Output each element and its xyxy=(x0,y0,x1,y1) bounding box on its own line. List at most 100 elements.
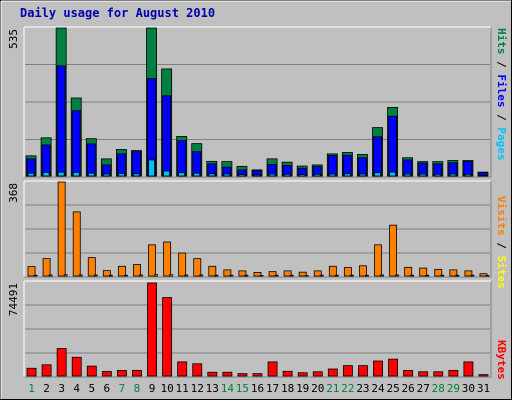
files-bar-11 xyxy=(177,140,187,177)
panel-2-legend: Visits / Sites xyxy=(495,196,508,289)
day-label-12: 12 xyxy=(191,382,204,395)
panel-2-bars xyxy=(27,181,490,277)
kbytes-bar-4 xyxy=(71,356,82,377)
kbytes-bar-11 xyxy=(177,361,188,377)
panel-3-ymax-label: 74491 xyxy=(7,283,20,316)
visits-bar-1 xyxy=(27,266,36,277)
kbytes-bar-29 xyxy=(448,369,459,377)
sites-bar-14 xyxy=(229,274,234,277)
pages-bar-28 xyxy=(434,173,442,177)
day-label-31: 31 xyxy=(477,382,490,395)
sites-bar-31 xyxy=(485,275,490,277)
kbytes-bar-18 xyxy=(282,370,293,377)
kbytes-bar-26 xyxy=(403,369,414,377)
visits-bar-2 xyxy=(42,258,51,277)
sites-bar-3 xyxy=(63,274,68,277)
pages-bar-6 xyxy=(102,173,110,177)
files-bar-12 xyxy=(192,151,202,177)
visits-bar-27 xyxy=(419,267,428,277)
pages-bar-21 xyxy=(328,173,336,177)
files-bar-2 xyxy=(41,144,51,177)
pages-bar-15 xyxy=(238,174,246,177)
kbytes-bar-14 xyxy=(222,371,233,377)
kbytes-bar-1 xyxy=(26,367,37,377)
panel-3-legend: KBytes xyxy=(495,340,508,380)
sites-bar-25 xyxy=(395,274,400,277)
pages-bar-14 xyxy=(223,173,231,177)
pages-bar-8 xyxy=(133,173,140,177)
day-label-25: 25 xyxy=(386,382,399,395)
pages-bar-20 xyxy=(313,173,321,177)
sites-bar-30 xyxy=(470,274,475,277)
sites-bar-2 xyxy=(48,274,53,277)
pages-bar-17 xyxy=(268,173,276,177)
kbytes-bar-9 xyxy=(147,282,157,377)
pages-bar-22 xyxy=(343,173,351,177)
visits-bar-19 xyxy=(298,271,307,277)
visits-bar-26 xyxy=(404,266,413,277)
visits-bar-10 xyxy=(163,241,172,277)
kbytes-bar-15 xyxy=(237,373,248,377)
files-bar-24 xyxy=(373,136,382,177)
sites-bar-8 xyxy=(139,274,143,277)
sites-bar-23 xyxy=(365,274,369,277)
panel-1-ymax-label: 535 xyxy=(7,29,20,49)
sites-bar-17 xyxy=(274,274,279,277)
sites-bar-19 xyxy=(304,275,309,277)
day-label-30: 30 xyxy=(462,382,475,395)
sites-bar-18 xyxy=(289,274,294,277)
chart-title: Daily usage for August 2010 xyxy=(20,6,215,20)
visits-bar-25 xyxy=(389,224,398,277)
day-label-24: 24 xyxy=(371,382,385,395)
kbytes-bar-24 xyxy=(373,360,383,377)
sites-bar-22 xyxy=(350,274,354,277)
visits-bar-15 xyxy=(238,270,247,277)
pages-bar-12 xyxy=(193,172,201,177)
kbytes-bar-5 xyxy=(86,365,97,377)
panels-layer xyxy=(23,26,492,378)
visits-bar-9 xyxy=(148,244,156,277)
pages-bar-1 xyxy=(27,172,35,177)
sites-bar-21 xyxy=(334,274,339,277)
pages-bar-18 xyxy=(283,173,291,177)
legend-files: Files xyxy=(495,74,508,107)
sites-bar-7 xyxy=(124,274,128,277)
pages-bar-3 xyxy=(57,171,65,177)
files-bar-4 xyxy=(71,110,81,177)
day-label-19: 19 xyxy=(296,382,309,395)
pages-bar-5 xyxy=(87,172,95,177)
day-label-21: 21 xyxy=(326,382,339,395)
files-bar-3 xyxy=(56,65,66,177)
pages-bar-31 xyxy=(479,175,487,177)
pages-bar-30 xyxy=(464,173,472,177)
visits-bar-7 xyxy=(117,265,126,277)
kbytes-bar-16 xyxy=(252,373,263,377)
kbytes-bar-8 xyxy=(132,369,142,377)
legend-sep-1: / xyxy=(495,55,508,75)
files-bar-21 xyxy=(327,155,337,177)
legend-kbytes: KBytes xyxy=(495,340,508,380)
day-label-22: 22 xyxy=(341,382,354,395)
files-bar-22 xyxy=(342,154,352,177)
files-bar-23 xyxy=(358,157,367,177)
kbytes-bar-17 xyxy=(267,361,278,377)
day-label-18: 18 xyxy=(281,382,294,395)
sites-bar-11 xyxy=(184,274,189,277)
pages-bar-9 xyxy=(148,159,155,177)
day-label-2: 2 xyxy=(43,382,50,395)
sites-bar-10 xyxy=(169,274,174,277)
visits-bar-16 xyxy=(253,272,262,277)
sites-bar-26 xyxy=(410,274,415,277)
pages-bar-19 xyxy=(298,174,306,177)
visits-bar-24 xyxy=(374,244,382,277)
sites-bar-15 xyxy=(244,274,249,277)
visits-bar-18 xyxy=(283,270,292,277)
pages-bar-2 xyxy=(42,172,50,177)
day-label-13: 13 xyxy=(206,382,219,395)
pages-bar-4 xyxy=(72,172,80,177)
legend-sep-3: / xyxy=(495,236,508,256)
kbytes-bar-30 xyxy=(463,361,474,377)
visits-bar-6 xyxy=(102,270,111,277)
